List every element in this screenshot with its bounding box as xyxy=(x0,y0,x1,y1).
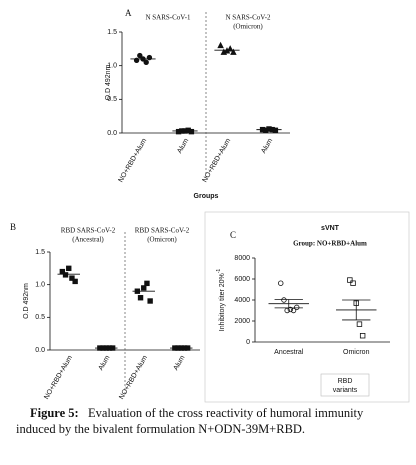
x-tick-label: Alum xyxy=(176,137,190,154)
group-header: (Omicron) xyxy=(233,23,263,31)
caption-line: Evaluation of the cross reactivity of hu… xyxy=(88,406,364,420)
x-axis-label: variants xyxy=(333,387,358,394)
data-point xyxy=(287,306,294,313)
data-point xyxy=(188,128,195,135)
y-tick-label: 6000 xyxy=(234,276,250,283)
data-point xyxy=(281,297,287,303)
data-point xyxy=(359,332,366,339)
data-point xyxy=(350,280,356,286)
y-tick-label: 0.0 xyxy=(35,347,45,354)
data-point xyxy=(137,295,144,301)
x-tick-label: NO+RBD+Alum xyxy=(118,137,149,183)
y-tick-label: 0.0 xyxy=(107,130,117,137)
x-tick-label: Alum xyxy=(260,137,274,154)
panel-label: B xyxy=(10,222,16,232)
caption-label: Figure 5: xyxy=(30,406,79,420)
panel-label: A xyxy=(125,8,132,18)
group-header: (Omicron) xyxy=(147,236,177,244)
data-point xyxy=(72,278,78,285)
y-axis-label-sup: -1 xyxy=(216,269,222,274)
y-tick-label: 1.0 xyxy=(35,282,45,289)
y-axis-label: O.D 492nm xyxy=(23,283,30,319)
data-point xyxy=(356,321,363,327)
x-tick-label: Ancestral xyxy=(274,349,304,356)
x-tick-label: NO+RBD+Alum xyxy=(43,354,74,400)
data-point xyxy=(141,285,147,291)
x-tick-label: Omicron xyxy=(343,349,370,356)
group-header: N SARS-CoV-1 xyxy=(145,14,191,22)
panel-label: C xyxy=(230,230,236,240)
y-tick-label: 1.5 xyxy=(107,29,117,36)
data-point xyxy=(143,59,149,65)
data-point xyxy=(144,280,150,287)
x-label-box xyxy=(320,373,370,397)
x-tick-label: NO+RBD+Alum xyxy=(118,354,149,400)
data-point xyxy=(230,48,237,55)
y-tick-label: 1.0 xyxy=(107,63,117,70)
y-axis-label-text: O.D 492nm xyxy=(23,283,30,319)
y-tick-label: 0.5 xyxy=(107,96,117,103)
group-header: RBD SARS-CoV-2 xyxy=(61,227,116,235)
data-point xyxy=(294,304,300,311)
x-axis-label: RBD xyxy=(338,378,353,385)
group-header: (Ancestral) xyxy=(72,236,104,244)
x-axis-label: Groups xyxy=(194,193,219,200)
chart-subtitle: Group: NO+RBD+Alum xyxy=(293,240,367,248)
y-tick-label: 8000 xyxy=(234,255,250,262)
chart-title: sVNT xyxy=(321,225,340,232)
y-axis-label-text: Inhibitory titer 20% xyxy=(219,273,226,331)
y-tick-label: 0.5 xyxy=(35,314,45,321)
y-axis-label: Inhibitory titer 20%-1 xyxy=(216,269,226,332)
y-tick-label: 4000 xyxy=(234,297,250,304)
data-point xyxy=(217,41,224,49)
data-point xyxy=(147,298,153,304)
data-point xyxy=(69,275,75,281)
group-header: RBD SARS-CoV-2 xyxy=(135,227,190,235)
panel-c-frame xyxy=(204,211,410,403)
data-point xyxy=(66,265,72,272)
data-point xyxy=(347,277,353,283)
y-tick-label: 1.5 xyxy=(35,249,45,256)
caption-line: induced by the bivalent formulation N+OD… xyxy=(16,422,305,436)
data-point xyxy=(137,52,143,59)
y-axis-label-text: O.D 492nm xyxy=(105,64,112,100)
y-axis-label: O.D 492nm xyxy=(105,64,112,100)
data-point xyxy=(278,280,284,286)
data-point xyxy=(62,272,69,278)
y-tick-label: 2000 xyxy=(234,318,250,325)
x-tick-label: Alum xyxy=(173,354,187,371)
data-point xyxy=(272,127,279,134)
y-tick-label: 0 xyxy=(246,339,250,346)
group-header: N SARS-CoV-2 xyxy=(225,14,271,22)
x-tick-label: Alum xyxy=(98,354,112,371)
